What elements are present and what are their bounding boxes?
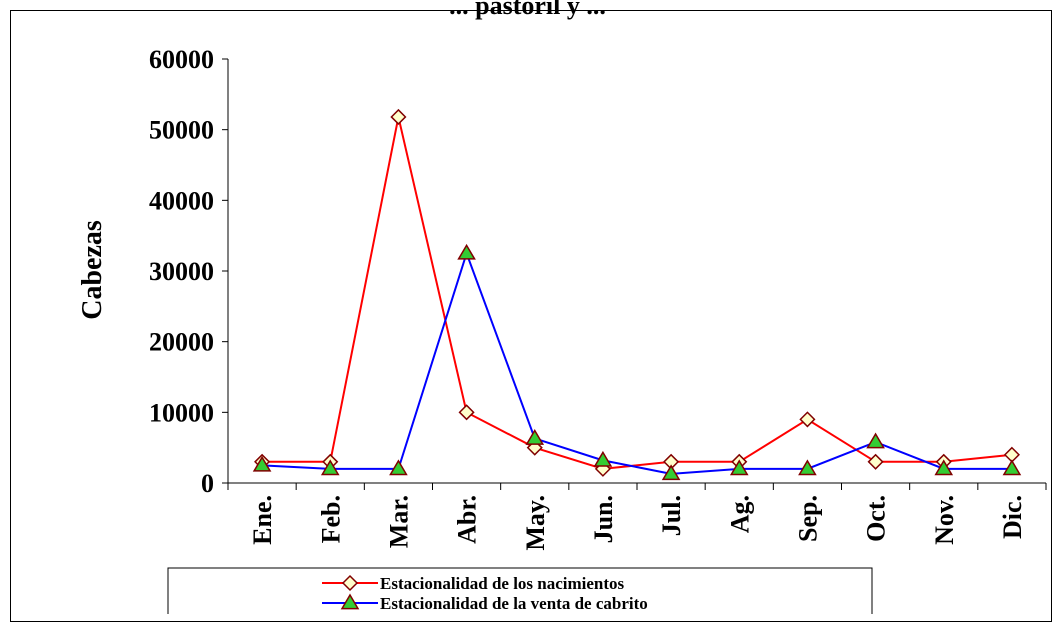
- legend-marker: [340, 593, 360, 610]
- x-ticks: Ene. Feb. Mar. Abr. May. Jun. Jul. Ag. Sep. Oct. N…: [227, 483, 1047, 551]
- x-tick-label: Dic.: [998, 495, 1027, 539]
- data-point: [593, 450, 613, 467]
- x-tick-label: Sep.: [793, 495, 822, 542]
- data-point: [798, 459, 817, 476]
- data-point: [799, 411, 816, 428]
- y-tick-label: 60000: [149, 45, 214, 74]
- series-1: [254, 108, 1020, 477]
- series-line: [262, 250, 1012, 475]
- y-tick-label: 40000: [149, 186, 214, 215]
- y-tick-label: 20000: [149, 328, 214, 357]
- y-axis-label: Cabezas: [77, 220, 108, 320]
- x-tick-label: Mar.: [384, 495, 413, 548]
- x-tick-label: Oct.: [862, 495, 891, 542]
- data-point: [457, 243, 476, 260]
- data-point: [252, 455, 272, 472]
- legend-box: [167, 567, 873, 614]
- y-tick-label: 10000: [149, 398, 214, 427]
- data-point: [866, 432, 885, 449]
- y-tick-label: 50000: [149, 116, 214, 145]
- series-line: [262, 116, 1013, 470]
- legend-entry-1: Estacionalidad de los nacimientos: [322, 574, 625, 593]
- data-point: [934, 459, 954, 476]
- data-point: [389, 459, 408, 476]
- x-tick-label: Abr.: [453, 495, 482, 544]
- series-2: [252, 243, 1022, 481]
- data-point: [1002, 459, 1022, 476]
- data-point: [525, 429, 545, 445]
- y-tick-label: 0: [201, 469, 214, 498]
- data-point: [390, 108, 407, 126]
- data-point: [867, 453, 884, 470]
- y-tick-label: 30000: [149, 257, 214, 286]
- x-tick-label: Ene.: [248, 495, 277, 545]
- data-point: [661, 464, 681, 481]
- x-tick-label: Jul.: [657, 495, 686, 536]
- x-tick-label: Feb.: [316, 495, 345, 543]
- x-tick-label: Jun.: [589, 495, 618, 543]
- series-group: [252, 108, 1022, 481]
- data-point: [729, 459, 749, 476]
- legend-label: Estacionalidad de la venta de cabrito: [380, 594, 648, 613]
- data-point: [458, 404, 475, 421]
- chart-title: ... pastoril y ...: [449, 0, 606, 20]
- x-tick-label: Nov.: [930, 495, 959, 545]
- legend: Estacionalidad de los nacimientosEstacio…: [167, 567, 873, 614]
- chart-frame: [10, 10, 1052, 622]
- x-tick-label: May.: [521, 495, 550, 551]
- legend-marker: [341, 574, 359, 592]
- legend-label: Estacionalidad de los nacimientos: [380, 574, 625, 593]
- legend-entry-2: Estacionalidad de la venta de cabrito: [322, 593, 648, 613]
- x-tick-label: Ag.: [725, 495, 754, 533]
- y-ticks: 0 10000 20000 30000 40000 50000 60000: [149, 45, 228, 498]
- data-point: [320, 459, 340, 476]
- axes: [227, 59, 1046, 484]
